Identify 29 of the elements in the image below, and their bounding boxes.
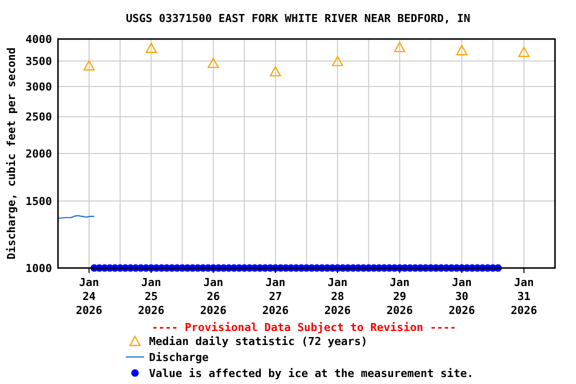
legend-label: Median daily statistic (72 years)	[149, 335, 368, 348]
chart-title: USGS 03371500 EAST FORK WHITE RIVER NEAR BEDFORD, IN	[126, 12, 470, 25]
y-tick-label: 3000	[26, 80, 52, 94]
x-tick-label: Jan 26 2026	[200, 276, 227, 317]
y-tick-label: 1000	[26, 262, 52, 275]
point	[146, 42, 157, 54]
legend-label: Discharge	[149, 351, 209, 364]
y-tick-label: 1500	[26, 195, 52, 208]
x-tick-label: Jan 30 2026	[448, 276, 476, 317]
point	[456, 45, 468, 56]
x-tick-label: Jan 24 2026	[76, 276, 103, 317]
point	[270, 66, 282, 76]
y-tick-label: 2000	[26, 148, 52, 160]
point	[332, 56, 344, 66]
x-tick-label: Jan 31 2026	[510, 276, 538, 317]
y-axis-title: Discharge, cubic feet per second	[5, 48, 18, 260]
y-tick-label: 2500	[26, 110, 52, 124]
point	[394, 42, 406, 52]
x-tick-label: Jan 28 2026	[324, 276, 352, 317]
point	[208, 58, 219, 68]
y-tick-label: 4000	[26, 33, 52, 46]
legend-label: Value is affected by ice at the measurement site.	[149, 367, 474, 380]
point	[83, 60, 95, 70]
point	[518, 46, 530, 57]
text: ---- Provisional Data Subject to Revision ----	[152, 321, 456, 334]
x-tick-label: Jan 25 2026	[138, 276, 165, 317]
y-tick-label: 3500	[26, 55, 52, 68]
x-tick-label: Jan 27 2026	[262, 276, 290, 317]
x-tick-label: Jan 29 2026	[386, 276, 414, 317]
